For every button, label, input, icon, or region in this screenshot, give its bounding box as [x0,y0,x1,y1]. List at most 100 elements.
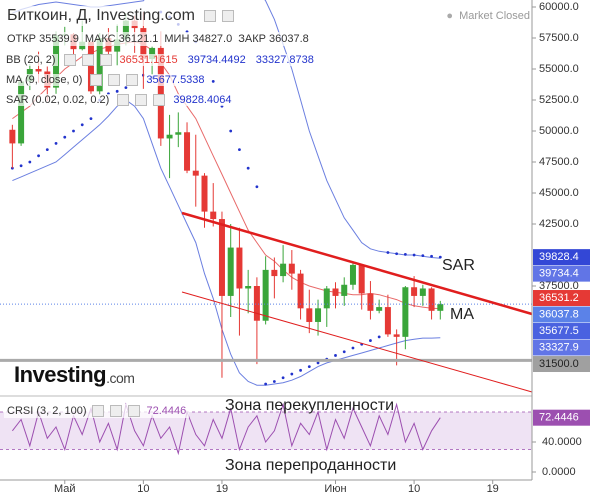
candle-body [411,287,418,296]
price-badge-label: 39828.4 [539,251,579,263]
ohlc-value: МИН 34827.0 [164,33,233,45]
sar-dot [272,380,276,383]
candle-body [227,247,234,296]
resistance-line [181,211,533,316]
price-badge [533,290,590,307]
y-tick-label: 60000.0 [539,1,579,13]
y-tick-label: 0.0000 [542,466,576,478]
candle-body [323,288,330,309]
ohlc-value: МАКС 36121.1 [84,33,159,45]
y-tick-label: 37500.0 [539,280,579,292]
price-badge [533,249,590,266]
sar-dot [412,253,416,257]
logo-suffix: .com [106,370,135,386]
sar-dot [255,185,259,189]
icon[interactable] [221,10,234,22]
candle-body [149,47,156,60]
sar-dot [238,148,241,152]
icon[interactable] [135,94,148,106]
candle-body [166,134,173,139]
sar-dot [281,376,285,380]
chart-title: Биткоин, Д, Investing.com [4,6,198,26]
sar-dot [19,164,23,168]
sub-plot [0,402,532,456]
x-tick-label: 10 [408,483,420,495]
header-row: Биткоин, Д, Investing.com [4,6,234,26]
indicator-readout: 72.4446 [146,405,187,417]
annotation: MA [450,306,474,323]
sar-dot [124,86,128,90]
icon[interactable] [108,74,121,86]
icon[interactable] [92,405,105,417]
sar-dot [28,160,32,164]
candle-body [288,263,295,274]
candle-body [18,81,25,144]
y-tick-label: 52500.0 [539,94,579,106]
x-tick-label: 19 [216,483,228,495]
sar-dot [37,154,40,158]
candle-body [393,334,400,337]
logo: Investing .com [14,362,135,388]
indicator-name: BB (20, 2) [4,54,58,66]
sar-dot [63,135,67,139]
legend-row: MA (9, close, 0) 35677.5338 [4,70,316,90]
sar-dot [316,361,320,365]
sar-dot [351,346,355,350]
sar-dot [45,148,49,152]
candle-body [184,132,191,171]
icon[interactable] [81,54,94,66]
legend: BB (20, 2) 36531.1615 39734.4492 33327.8738… [4,50,316,110]
ohlc-value: ЗАКР 36037.8 [238,33,309,45]
sar-dot [10,166,14,170]
indicator-name: MA (9, close, 0) [4,74,85,86]
y-tick-label: 42500.0 [539,218,579,230]
candle-body [297,273,304,309]
sub-legend: CRSI (3, 2, 100) 72.4446 [4,404,190,418]
support-line [181,291,533,393]
candle-body [218,219,225,296]
trend-lines [181,211,533,393]
candle-body [87,41,94,92]
sar-dot [299,368,302,372]
y-tick-label: 55000.0 [539,63,579,75]
sar-dot [334,354,337,357]
x-tick-label: 19 [487,483,499,495]
icon[interactable] [153,94,166,106]
sar-dot [430,254,433,258]
sar-dot [377,335,381,339]
y-tick-label: 40.0000 [542,436,582,448]
indicator-name: CRSI (3, 2, 100) [7,405,87,417]
icon[interactable] [99,54,112,66]
legend-row: BB (20, 2) 36531.1615 39734.4492 33327.8738 [4,50,316,70]
icon[interactable] [90,74,103,86]
candle-body [367,293,374,311]
band-zone [0,412,532,450]
price-badge [533,409,590,426]
y-tick-label: 45000.0 [539,187,579,199]
candle-body [9,129,16,144]
sar-dot [307,365,311,369]
icon[interactable] [63,54,76,66]
candle-body [384,307,391,335]
candle-body [349,264,356,285]
price-badge [533,265,590,282]
price-badge-label: 72.4446 [539,412,579,424]
candle-body [341,284,348,296]
sar-dot [264,382,268,386]
sar-dot [369,339,372,342]
icon[interactable] [117,94,130,106]
sar-dot [211,80,215,83]
y-tick-label: 47500.0 [539,156,579,168]
icon[interactable] [128,405,141,417]
icon[interactable] [110,405,123,417]
price-badge [533,306,590,323]
candle-body [437,304,444,311]
icon[interactable] [203,10,216,22]
axes: 60000.0 57500.0 55000.0 52500.0 50000.0 47500… [54,1,590,495]
indicator-readout: 35677.5338 [144,74,207,86]
icon[interactable] [126,74,139,86]
candle-body [358,264,365,294]
sar-dot [229,129,233,133]
candle-body [175,132,182,135]
